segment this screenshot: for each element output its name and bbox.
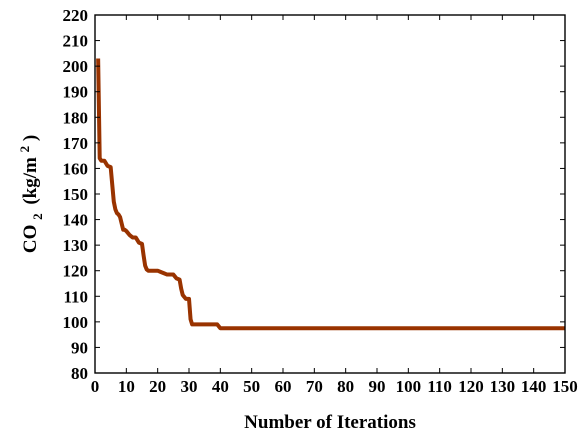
y-tick-label: 170 (63, 134, 89, 153)
x-tick-label: 30 (181, 377, 198, 396)
y-tick-label: 90 (71, 338, 88, 357)
y-tick-label: 100 (63, 313, 89, 332)
x-tick-label: 0 (91, 377, 100, 396)
plot-frame (94, 14, 566, 374)
y-tick-label: 210 (63, 32, 89, 51)
x-tick-label: 80 (337, 377, 354, 396)
y-tick-label: 180 (63, 108, 89, 127)
y-tick-label: 160 (63, 159, 89, 178)
tick-labels: 0 10 20 30 40 50 60 70 80 90 100 110 120 130 140 150 80 9… (63, 6, 578, 396)
plot-area (96, 58, 565, 331)
x-tick-label: 120 (458, 377, 484, 396)
x-tick-label: 130 (490, 377, 516, 396)
y-tick-label: 130 (63, 236, 89, 255)
y-tick-label: 140 (63, 211, 89, 230)
x-tick-label: 140 (521, 377, 547, 396)
x-tick-label: 50 (243, 377, 260, 396)
x-tick-label: 70 (306, 377, 323, 396)
x-axis-label: Number of Iterations (244, 412, 416, 433)
y-tick-label: 150 (63, 185, 89, 204)
x-tick-label: 10 (118, 377, 135, 396)
x-tick-label: 60 (275, 377, 292, 396)
y-axis-label-subscript: 2 (30, 213, 45, 220)
y-tick-label: 200 (63, 57, 89, 76)
y-tick-label: 190 (63, 83, 89, 102)
y-axis-label: CO 2 (kg/m 2 ) (13, 135, 47, 253)
x-tick-label: 90 (369, 377, 386, 396)
x-tick-label: 110 (427, 377, 452, 396)
y-axis-label-main: CO (20, 225, 41, 254)
y-axis-label-unit-start: (kg/m (20, 157, 41, 205)
y-axis-label-unit-superscript: 2 (17, 146, 32, 153)
x-tick-label: 40 (212, 377, 229, 396)
x-tick-label: 100 (396, 377, 422, 396)
series-line (96, 58, 565, 331)
y-tick-label: 80 (71, 364, 88, 383)
y-tick-label: 220 (63, 6, 89, 25)
y-tick-label: 120 (63, 262, 89, 281)
y-axis-label-unit-end: ) (20, 135, 41, 141)
x-tick-label: 150 (552, 377, 578, 396)
x-tick-label: 20 (149, 377, 166, 396)
y-tick-label: 110 (63, 287, 88, 306)
